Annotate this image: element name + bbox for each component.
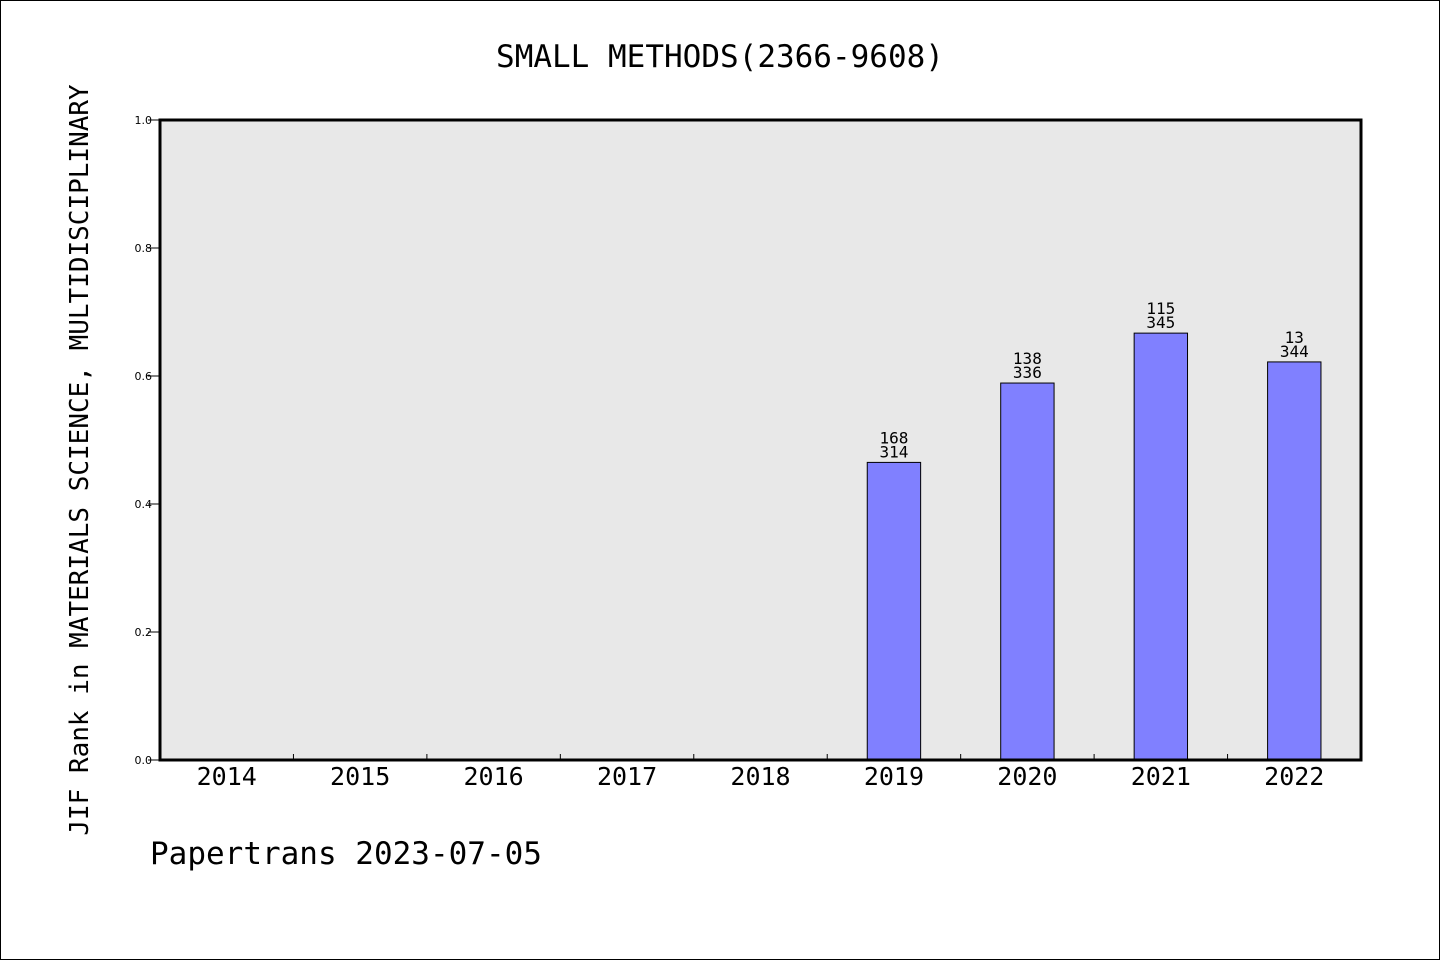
bar-2022 xyxy=(1267,361,1322,761)
bar-2020 xyxy=(1000,382,1055,761)
chart-title: SMALL METHODS(2366-9608) xyxy=(496,39,944,75)
x-tick-label-2018: 2018 xyxy=(730,762,790,791)
x-tick-label-2021: 2021 xyxy=(1131,762,1191,791)
x-tick-label-2016: 2016 xyxy=(464,762,524,791)
data-label-rank-2020: 138 xyxy=(1013,349,1042,368)
y-tick-label-0: 0.0 xyxy=(135,754,153,767)
y-tick-label-1: 0.2 xyxy=(135,626,153,639)
data-label-rank-2019: 168 xyxy=(879,428,908,447)
y-axis-label: JIF Rank in MATERIALS SCIENCE, MULTIDISC… xyxy=(65,84,95,836)
bar-2021 xyxy=(1133,332,1189,761)
x-axis: 2014 2015 2016 2017 2018 2019 2020 2021 2022 xyxy=(197,754,1324,791)
y-axis: 0.0 0.2 0.4 0.6 0.8 1.0 xyxy=(135,114,160,767)
data-label-rank-2021: 115 xyxy=(1146,299,1175,318)
data-label-total-2022: 344 xyxy=(1280,342,1309,361)
x-tick-label-2017: 2017 xyxy=(597,762,657,791)
y-tick-label-2: 0.4 xyxy=(135,498,153,511)
data-label-total-2021: 345 xyxy=(1146,313,1175,332)
data-label-rank-2022: 13 xyxy=(1285,328,1304,347)
x-tick-label-2015: 2015 xyxy=(330,762,390,791)
footer-credit: Papertrans 2023-07-05 xyxy=(150,836,542,872)
plot-border xyxy=(158,118,1363,762)
x-tick-label-2020: 2020 xyxy=(997,762,1057,791)
y-tick-label-4: 0.8 xyxy=(135,242,153,255)
x-tick-label-2019: 2019 xyxy=(864,762,924,791)
bar-2019 xyxy=(866,461,922,761)
data-label-total-2020: 336 xyxy=(1013,363,1042,382)
y-tick-label-3: 0.6 xyxy=(135,370,153,383)
data-label-total-2019: 314 xyxy=(879,442,908,461)
y-tick-label-5: 1.0 xyxy=(135,114,153,127)
x-tick-label-2014: 2014 xyxy=(197,762,257,791)
bars-group xyxy=(866,332,1322,761)
x-tick-label-2022: 2022 xyxy=(1264,762,1324,791)
